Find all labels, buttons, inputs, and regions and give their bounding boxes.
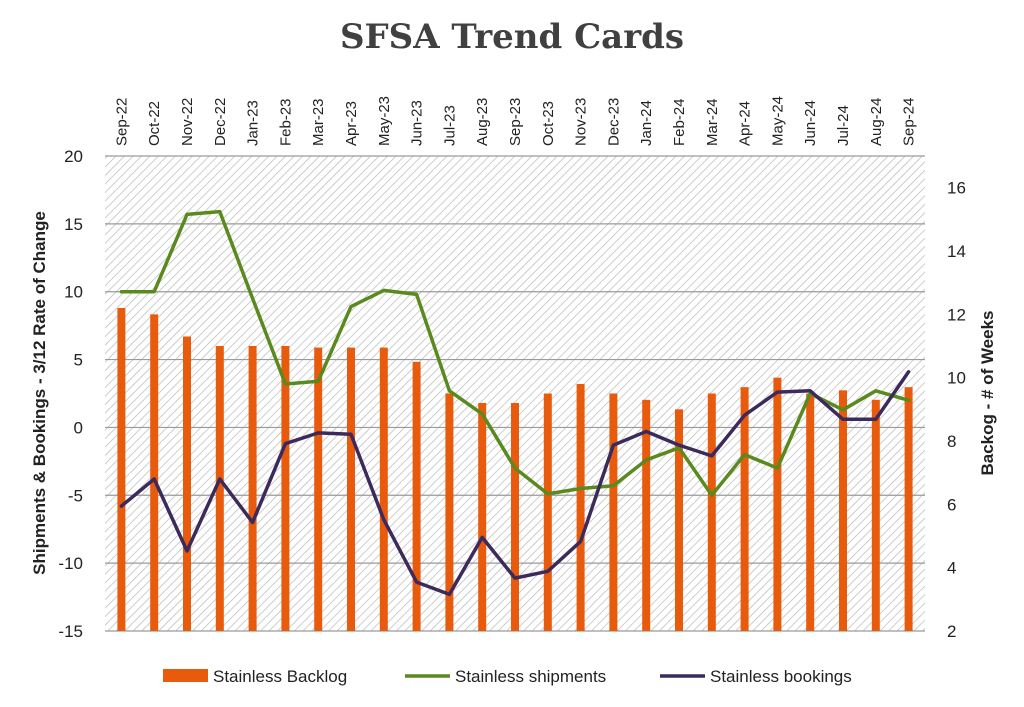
x-tick-label-20: May-24 xyxy=(769,96,786,146)
left-tick-label-7: 20 xyxy=(64,147,83,166)
backlog-bar-13 xyxy=(543,393,552,631)
left-tick-label-5: 10 xyxy=(64,283,83,302)
x-tick-label-9: Jun-23 xyxy=(409,100,426,146)
backlog-bar-4 xyxy=(248,346,257,631)
backlog-bar-15 xyxy=(609,393,618,631)
right-tick-label-4: 10 xyxy=(947,369,966,388)
legend-label-2: Stainless bookings xyxy=(710,667,852,686)
backlog-bar-21 xyxy=(806,393,815,631)
legend-swatch-backlog xyxy=(163,669,208,682)
x-axis-ticks: Sep-22 Oct-22 Nov-22 Dec-22 Jan-23 Feb-23 Mar-… xyxy=(113,96,917,146)
backlog-bar-14 xyxy=(576,384,585,631)
left-tick-label-1: -10 xyxy=(58,554,83,573)
x-tick-label-23: Aug-24 xyxy=(868,98,885,146)
backlog-bar-23 xyxy=(871,399,880,631)
x-tick-label-2: Nov-22 xyxy=(179,98,196,146)
x-tick-label-14: Nov-23 xyxy=(573,98,590,146)
backlog-bars xyxy=(117,308,913,631)
x-tick-label-18: Mar-24 xyxy=(704,98,721,146)
x-tick-label-4: Jan-23 xyxy=(245,100,262,146)
stainless-shipments-line xyxy=(119,209,911,498)
backlog-bar-3 xyxy=(215,346,224,631)
backlog-bar-12 xyxy=(511,403,519,631)
backlog-bar-1 xyxy=(150,314,159,631)
x-tick-label-16: Jan-24 xyxy=(638,100,655,146)
backlog-bar-5 xyxy=(281,346,290,631)
left-tick-label-4: 5 xyxy=(74,351,83,370)
right-tick-label-5: 12 xyxy=(947,305,966,324)
legend-label-0: Stainless Backlog xyxy=(213,667,347,686)
legend-label-1: Stainless shipments xyxy=(455,667,606,686)
left-tick-label-3: 0 xyxy=(74,418,83,437)
backlog-bar-16 xyxy=(642,399,651,631)
right-tick-label-2: 6 xyxy=(947,495,956,514)
right-axis-ticks: 2 4 6 8 10 12 14 16 xyxy=(947,179,966,641)
backlog-bar-0 xyxy=(117,308,126,631)
left-axis-title: Shipments & Bookings - 3/12 Rate of Chan… xyxy=(30,211,49,575)
backlog-bar-20 xyxy=(773,377,782,631)
left-tick-label-6: 15 xyxy=(64,215,83,234)
x-tick-label-17: Feb-24 xyxy=(671,98,688,146)
backlog-bar-11 xyxy=(478,403,487,631)
x-tick-label-5: Feb-23 xyxy=(277,98,294,146)
legend: Stainless Backlog Stainless shipments Stai… xyxy=(163,667,852,686)
backlog-bar-18 xyxy=(707,393,716,631)
backlog-bar-6 xyxy=(314,347,323,631)
x-tick-label-15: Dec-23 xyxy=(605,98,622,146)
x-tick-label-8: May-23 xyxy=(376,96,393,146)
right-tick-label-3: 8 xyxy=(947,432,956,451)
backlog-bar-8 xyxy=(379,347,388,631)
x-tick-label-24: Sep-24 xyxy=(901,98,918,146)
x-tick-label-0: Sep-22 xyxy=(113,98,130,146)
backlog-bar-24 xyxy=(904,387,913,631)
left-axis-ticks: -15 -10 -5 0 5 10 15 20 xyxy=(58,147,83,641)
x-tick-label-10: Jul-23 xyxy=(441,105,458,146)
right-tick-label-0: 2 xyxy=(947,622,956,641)
x-tick-label-13: Oct-23 xyxy=(540,101,557,146)
right-axis-title: Backog - # of Weeks xyxy=(978,310,997,475)
chart-title: SFSA Trend Cards xyxy=(340,17,684,57)
stainless-bookings-line xyxy=(119,370,911,597)
x-tick-label-22: Jul-24 xyxy=(835,105,852,146)
x-tick-label-11: Aug-23 xyxy=(474,98,491,146)
backlog-bar-19 xyxy=(740,387,749,631)
x-tick-label-21: Jun-24 xyxy=(802,100,819,146)
backlog-bar-7 xyxy=(347,347,355,631)
x-tick-label-3: Dec-22 xyxy=(212,98,229,146)
x-tick-label-7: Apr-23 xyxy=(343,101,360,146)
backlog-bar-9 xyxy=(412,361,421,631)
left-tick-label-2: -5 xyxy=(68,486,83,505)
x-tick-label-1: Oct-22 xyxy=(146,101,163,146)
right-tick-label-6: 14 xyxy=(947,242,966,261)
x-tick-label-12: Sep-23 xyxy=(507,98,524,146)
x-tick-label-6: Mar-23 xyxy=(310,98,327,146)
series-lines xyxy=(119,209,911,597)
backlog-bar-22 xyxy=(839,390,847,631)
backlog-bar-17 xyxy=(675,409,683,631)
right-tick-label-7: 16 xyxy=(947,179,966,198)
right-tick-label-1: 4 xyxy=(947,559,956,578)
x-tick-label-19: Apr-24 xyxy=(737,101,754,146)
left-tick-label-0: -15 xyxy=(58,622,83,641)
backlog-bar-2 xyxy=(183,336,191,631)
backlog-bar-10 xyxy=(445,393,454,631)
